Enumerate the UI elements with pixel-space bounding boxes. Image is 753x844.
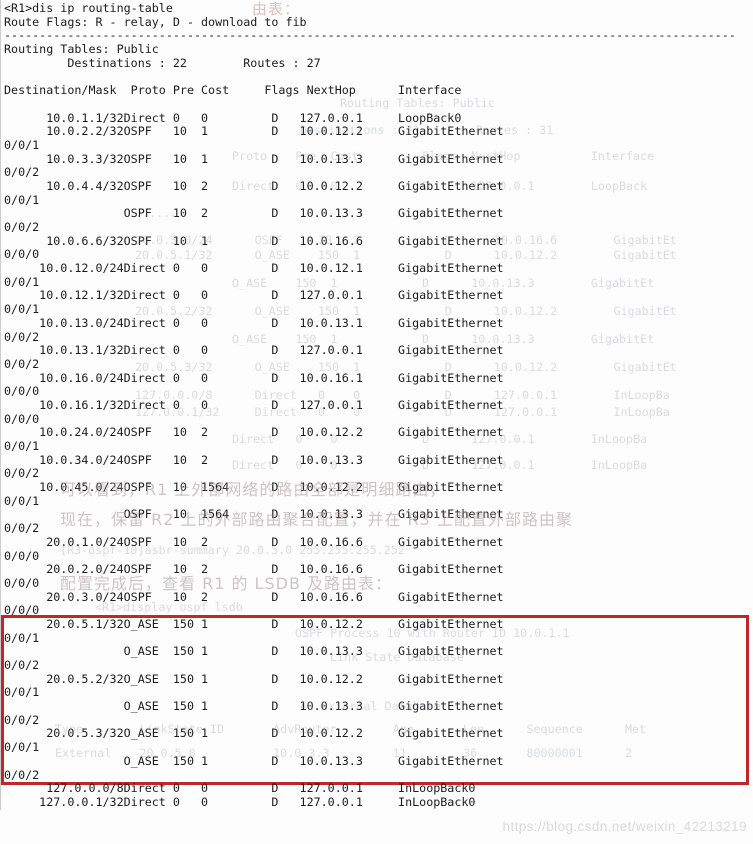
route-row: 127.0.0.1/32Direct 0 0 D 127.0.0.1 InLoo… [4, 794, 476, 809]
csdn-watermark: https://blog.csdn.net/weixin_42213219 [502, 819, 747, 834]
separator-line: ----------------------------------------… [4, 28, 736, 43]
route-row-interface-wrap: 0/0/2 [4, 712, 40, 727]
route-row-interface-wrap: 0/0/2 [4, 521, 40, 536]
highlight-box: 20.0.5.1/32O_ASE 150 1 D 10.0.12.2 Gigab… [1, 614, 749, 786]
blank-line [4, 98, 753, 112]
cli-command-line: <R1>dis ip routing-table [4, 1, 173, 15]
route-row-interface-wrap: 0/0/0 [4, 575, 40, 590]
route-row: 10.0.4.4/32OSPF 10 2 D 10.0.12.2 Gigabit… [4, 178, 504, 193]
route-row: 20.0.5.2/32O_ASE 150 1 D 10.0.12.2 Gigab… [4, 671, 504, 686]
route-row: OSPF 10 1564 D 10.0.13.3 GigabitEthernet [4, 507, 504, 522]
route-row: 10.0.6.6/32OSPF 10 1 D 10.0.16.6 Gigabit… [4, 233, 504, 248]
route-row-interface-wrap: 0/0/1 [4, 630, 40, 645]
route-rows-before-highlight: 10.0.1.1/32Direct 0 0 D 127.0.0.1 LoopBa… [4, 110, 753, 618]
route-row-interface-wrap: 0/0/1 [4, 302, 40, 317]
route-row-interface-wrap: 0/0/2 [4, 329, 40, 344]
route-row-interface-wrap: 0/0/2 [4, 165, 40, 180]
route-row-interface-wrap: 0/0/2 [4, 356, 40, 371]
route-row-interface-wrap: 0/0/1 [4, 685, 40, 700]
route-row: 20.0.5.3/32O_ASE 150 1 D 10.0.12.2 Gigab… [4, 726, 504, 741]
route-row-interface-wrap: 0/0/2 [4, 466, 40, 481]
route-row: OSPF 10 2 D 10.0.13.3 GigabitEthernet [4, 206, 504, 221]
route-row: 10.0.13.0/24Direct 0 0 D 10.0.13.1 Gigab… [4, 315, 504, 330]
route-row-interface-wrap: 0/0/0 [4, 411, 40, 426]
blank-line [4, 70, 753, 84]
route-row-interface-wrap: 0/0/1 [4, 192, 40, 207]
route-row-interface-wrap: 0/0/2 [4, 767, 40, 782]
route-row-interface-wrap: 0/0/0 [4, 603, 40, 618]
route-row-interface-wrap: 0/0/1 [4, 439, 40, 453]
route-row: O_ASE 150 1 D 10.0.13.3 GigabitEthernet [4, 644, 504, 659]
route-flags-line: Route Flags: R - relay, D - download to … [4, 14, 307, 29]
route-row: 10.0.12.0/24Direct 0 0 D 10.0.12.1 Gigab… [4, 261, 504, 276]
routing-tables-title: Routing Tables: Public [4, 42, 159, 57]
route-row-interface-wrap: 0/0/0 [4, 247, 40, 262]
route-row: 10.0.1.1/32Direct 0 0 D 127.0.0.1 LoopBa… [4, 110, 462, 125]
route-row-interface-wrap: 0/0/1 [4, 493, 40, 508]
route-row-interface-wrap: 0/0/1 [4, 137, 40, 152]
route-row: 10.0.24.0/24OSPF 10 2 D 10.0.12.2 Gigabi… [4, 425, 504, 440]
route-row-interface-wrap: 0/0/0 [4, 384, 40, 399]
route-row: 10.0.34.0/24OSPF 10 2 D 10.0.13.3 Gigabi… [4, 452, 504, 467]
route-row: O_ASE 150 1 D 10.0.13.3 GigabitEthernet [4, 699, 504, 714]
route-row: 10.0.16.1/32Direct 0 0 D 127.0.0.1 Gigab… [4, 397, 504, 412]
route-row-interface-wrap: 0/0/2 [4, 220, 40, 234]
route-row: 20.0.5.1/32O_ASE 150 1 D 10.0.12.2 Gigab… [4, 616, 504, 631]
route-row-interface-wrap: 0/0/1 [4, 274, 40, 289]
route-row: 20.0.1.0/24OSPF 10 2 D 10.0.16.6 Gigabit… [4, 534, 504, 549]
route-row-interface-wrap: 0/0/1 [4, 740, 40, 755]
route-rows-after-highlight: 127.0.0.0/8Direct 0 0 D 127.0.0.1 InLoop… [4, 781, 753, 809]
table-header-row: Destination/Mask Proto Pre Cost Flags Ne… [4, 83, 462, 98]
route-row: 20.0.2.0/24OSPF 10 2 D 10.0.16.6 Gigabit… [4, 562, 504, 577]
route-row: 10.0.12.1/32Direct 0 0 D 127.0.0.1 Gigab… [4, 288, 504, 303]
cli-output: <R1>dis ip routing-table Route Flags: R … [0, 0, 753, 810]
route-row: O_ASE 150 1 D 10.0.13.3 GigabitEthernet [4, 753, 504, 768]
route-row: 10.0.16.0/24Direct 0 0 D 10.0.16.1 Gigab… [4, 370, 504, 385]
route-row-interface-wrap: 0/0/0 [4, 548, 40, 563]
route-row: 10.0.45.0/24OSPF 10 1564 D 10.0.12.2 Gig… [4, 480, 504, 495]
route-row-interface-wrap: 0/0/2 [4, 658, 40, 672]
route-row: 10.0.3.3/32OSPF 10 1 D 10.0.13.3 Gigabit… [4, 151, 504, 166]
route-row: 127.0.0.0/8Direct 0 0 D 127.0.0.1 InLoop… [4, 781, 476, 796]
route-row: 10.0.13.1/32Direct 0 0 D 127.0.0.1 Gigab… [4, 343, 504, 358]
route-row: 20.0.3.0/24OSPF 10 2 D 10.0.16.6 Gigabit… [4, 589, 504, 604]
summary-line: Destinations : 22 Routes : 27 [4, 55, 321, 70]
route-row: 10.0.2.2/32OSPF 10 1 D 10.0.12.2 Gigabit… [4, 124, 504, 139]
